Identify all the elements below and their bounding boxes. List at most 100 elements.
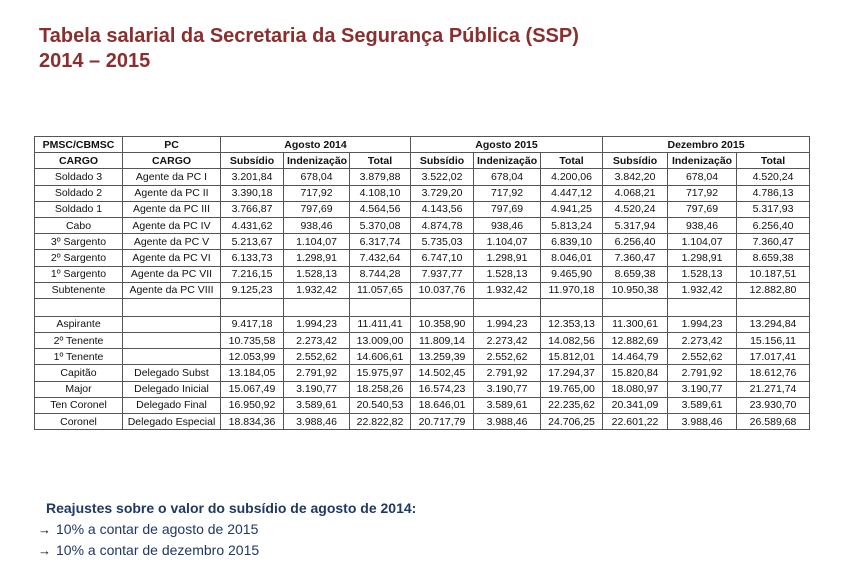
- value-cell: 18.646,01: [410, 396, 475, 415]
- value-cell: 2.273,42: [473, 332, 542, 350]
- table-row: Soldado 1 Agente da PC III 3.766,87 797,69 4…: [34, 200, 811, 218]
- value-cell: 4.143,56: [410, 200, 475, 218]
- value-cell: 3.729,20: [410, 184, 475, 202]
- cargo-pmsc-cell: Soldado 3: [34, 168, 123, 186]
- column-header: CARGO: [34, 152, 123, 170]
- column-header: Subsídio: [410, 152, 475, 170]
- value-cell: 1.528,13: [473, 265, 542, 283]
- total-cell: 10.187,51: [736, 265, 811, 283]
- value-cell: 6.133,73: [220, 249, 284, 267]
- value-cell: 3.390,18: [220, 184, 284, 202]
- total-cell: 9.465,90: [540, 265, 604, 283]
- table-row: Cabo Agente da PC IV 4.431,62 938,46 5.370,0…: [34, 216, 811, 235]
- value-cell: 10.358,90: [410, 315, 475, 334]
- value-cell: 8.659,38: [602, 265, 669, 283]
- notes-item: → 10% a contar de dezembro 2015: [38, 540, 416, 561]
- total-cell: 4.108,10: [348, 184, 412, 202]
- value-cell: 3.522,02: [410, 168, 475, 186]
- arrow-right-icon: →: [38, 543, 51, 558]
- cargo-pmsc-cell: Soldado 2: [34, 184, 123, 202]
- total-cell: 8.046,01: [540, 249, 604, 267]
- table-row: Subtenente Agente da PC VIII 9.125,23 1.932…: [34, 281, 811, 299]
- value-cell: 7.937,77: [410, 265, 475, 283]
- value-cell: 678,04: [667, 168, 738, 186]
- value-cell: 6.256,40: [602, 233, 669, 251]
- value-cell: 3.589,61: [283, 396, 350, 415]
- table-row: Aspirante 9.417,18 1.994,23 11.411,41 10.358…: [34, 315, 811, 334]
- header-row-columns: CARGO CARGO Subsídio Indenização Total Subsíd…: [34, 152, 811, 170]
- value-cell: 11.300,61: [602, 315, 669, 334]
- value-cell: 1.932,42: [667, 281, 738, 299]
- notes-item: → 10% a contar de agosto de 2015: [38, 519, 416, 540]
- value-cell: 3.190,77: [283, 380, 350, 398]
- value-cell: 2.273,42: [667, 332, 738, 350]
- total-cell: 6.317,74: [348, 233, 412, 251]
- notes-item-text: 10% a contar de dezembro 2015: [56, 542, 260, 558]
- value-cell: 9.125,23: [220, 281, 284, 299]
- table-row: 2º Sargento Agente da PC VI 6.133,73 1.298,…: [34, 249, 811, 267]
- value-cell: 1.932,42: [473, 281, 542, 299]
- total-cell: 4.200,06: [540, 168, 604, 186]
- total-cell: 4.941,25: [540, 200, 604, 218]
- value-cell: 2.791,92: [473, 364, 542, 382]
- value-cell: 678,04: [283, 168, 350, 186]
- cargo-pc-cell: Delegado Especial: [122, 412, 221, 431]
- value-cell: 4.874,78: [410, 216, 475, 235]
- value-cell: 18.080,97: [602, 380, 669, 398]
- value-cell: 797,69: [283, 200, 350, 218]
- value-cell: 1.528,13: [283, 265, 350, 283]
- value-cell: 2.552,62: [667, 348, 738, 366]
- cargo-pmsc-cell: 1º Tenente: [34, 348, 123, 366]
- cargo-pc-cell: [122, 315, 221, 334]
- total-cell: 7.432,64: [348, 249, 412, 267]
- column-header: CARGO: [122, 152, 221, 170]
- column-header: Indenização: [283, 152, 350, 170]
- value-cell: 3.988,46: [473, 412, 542, 431]
- cargo-pc-cell: [122, 348, 221, 366]
- table-row: 1º Tenente 12.053,99 2.552,62 14.606,61 13.2…: [34, 348, 811, 366]
- table-row: Coronel Delegado Especial 18.834,36 3.988,4…: [34, 412, 811, 431]
- total-cell: 8.744,28: [348, 265, 412, 283]
- total-cell: 3.879,88: [348, 168, 412, 186]
- value-cell: 14.464,79: [602, 348, 669, 366]
- value-cell: 2.273,42: [283, 332, 350, 350]
- value-cell: 12.882,69: [602, 332, 669, 350]
- value-cell: 3.988,46: [283, 412, 350, 431]
- value-cell: 3.988,46: [667, 412, 738, 431]
- value-cell: 678,04: [473, 168, 542, 186]
- value-cell: 5.735,03: [410, 233, 475, 251]
- value-cell: 13.184,05: [220, 364, 284, 382]
- total-cell: 19.765,00: [540, 380, 604, 398]
- total-cell: 5.370,08: [348, 216, 412, 235]
- total-cell: 4.564,56: [348, 200, 412, 218]
- value-cell: 1.528,13: [667, 265, 738, 283]
- value-cell: 1.994,23: [473, 315, 542, 334]
- title-line-1: Tabela salarial da Secretaria da Seguran…: [39, 25, 579, 47]
- cargo-pc-cell: Agente da PC II: [122, 184, 221, 202]
- value-cell: 20.341,09: [602, 396, 669, 415]
- table-row: Ten Coronel Delegado Final 16.950,92 3.589,…: [34, 396, 811, 415]
- total-cell: 23.930,70: [736, 396, 811, 415]
- header-agosto-2015: Agosto 2015: [410, 135, 604, 154]
- total-cell: 17.294,37: [540, 364, 604, 382]
- value-cell: 3.842,20: [602, 168, 669, 186]
- value-cell: 1.104,07: [667, 233, 738, 251]
- column-header: Subsídio: [602, 152, 669, 170]
- value-cell: 10.735,58: [220, 332, 284, 350]
- total-cell: 4.520,24: [736, 168, 811, 186]
- total-cell: 12.882,80: [736, 281, 811, 299]
- header-dezembro-2015: Dezembro 2015: [602, 135, 811, 154]
- notes-heading: Reajustes sobre o valor do subsídio de a…: [46, 500, 417, 516]
- total-cell: 4.447,12: [540, 184, 604, 202]
- cargo-pc-cell: Agente da PC V: [122, 233, 221, 251]
- total-cell: 14.606,61: [348, 348, 412, 366]
- cargo-pmsc-cell: Aspirante: [34, 315, 123, 334]
- adjustments-notes: Reajustes sobre o valor do subsídio de a…: [38, 497, 416, 561]
- total-cell: 11.057,65: [348, 281, 412, 299]
- value-cell: 15.067,49: [220, 380, 284, 398]
- value-cell: 1.104,07: [283, 233, 350, 251]
- value-cell: 11.809,14: [410, 332, 475, 350]
- total-cell: 14.082,56: [540, 332, 604, 350]
- total-cell: 11.970,18: [540, 281, 604, 299]
- total-cell: 8.659,38: [736, 249, 811, 267]
